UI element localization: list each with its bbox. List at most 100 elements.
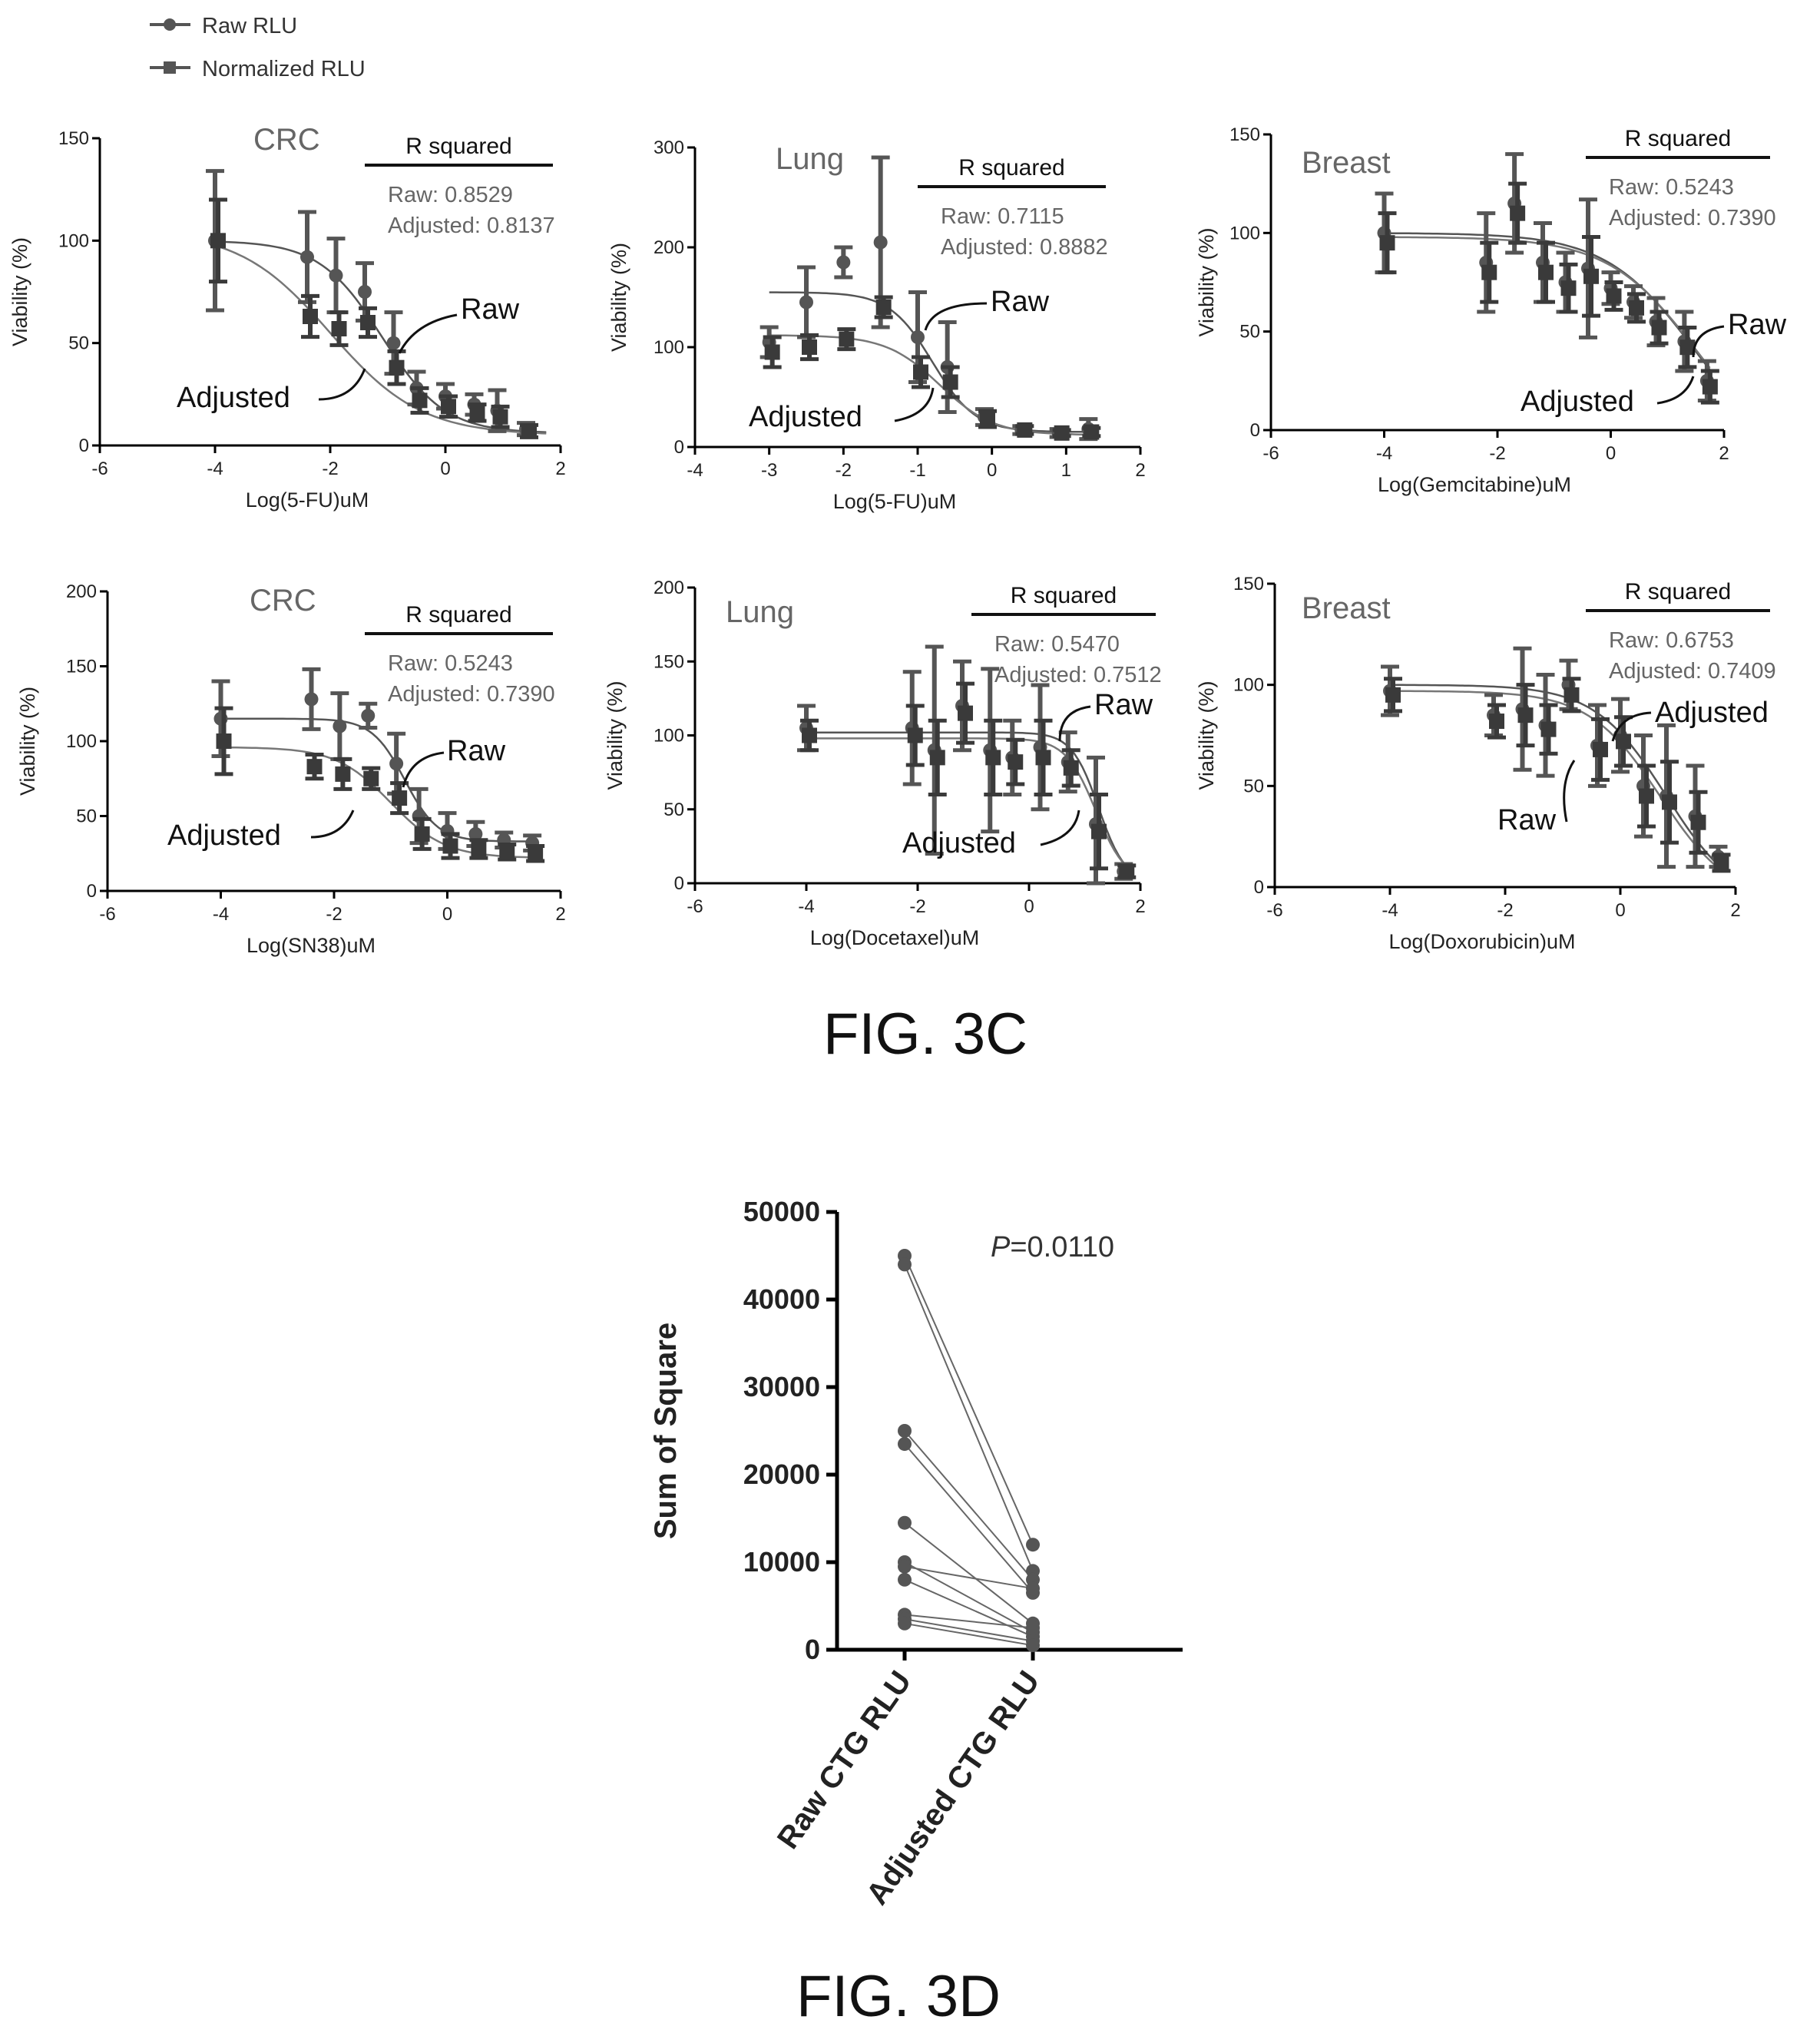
- y-axis-label: Viability (%): [16, 687, 39, 796]
- data-point-normalized: [907, 727, 923, 743]
- r-squared-header: R squared: [1625, 126, 1731, 151]
- data-point-normalized: [1379, 235, 1395, 251]
- data-point-normalized: [1538, 264, 1554, 280]
- y-tick-label: 50000: [743, 1196, 820, 1227]
- data-point-normalized: [1489, 714, 1504, 730]
- x-tick-label: -2: [1497, 900, 1513, 921]
- pair-line: [904, 1443, 1034, 1594]
- chart-panel-crc-5fu: -6 -4 -2 0 2 0 50 100 150 Log(5-FU)uM Viability (%…: [8, 123, 566, 512]
- data-point-raw-ctg: [898, 1424, 912, 1438]
- callout-raw-leader: [398, 313, 458, 354]
- y-tick-label: 200: [66, 581, 97, 602]
- y-tick-label: 100: [1233, 675, 1264, 696]
- chart-panel-lung-docetaxel: -6 -4 -2 0 2 0 50 100 150 200 Log(Docetaxel)uM Viab…: [604, 578, 1162, 949]
- data-point-normalized: [1540, 721, 1557, 737]
- x-tick-label: -6: [99, 904, 115, 925]
- callout-adjusted-leader: [1611, 711, 1652, 742]
- panel-title: CRC: [250, 584, 316, 618]
- data-point-raw-ctg: [898, 1559, 912, 1574]
- data-point-normalized: [335, 766, 351, 782]
- callout-adjusted: Adjusted: [1521, 386, 1634, 418]
- data-point-adjusted-ctg: [1026, 1621, 1040, 1635]
- y-tick-label: 50: [68, 333, 89, 354]
- p-value-annotation: P=0.0110: [991, 1231, 1114, 1263]
- r-squared-header: R squared: [958, 155, 1064, 180]
- y-tick-label: 150: [654, 651, 684, 672]
- chart-panel-crc-sn38: -6 -4 -2 0 2 0 50 100 150 200 Log(SN38)uM Viability…: [16, 581, 566, 957]
- y-axis-label: Viability (%): [8, 237, 31, 346]
- panel-title: Lung: [776, 142, 844, 176]
- x-tick-label: -2: [326, 904, 342, 925]
- data-point-normalized: [392, 790, 408, 806]
- r-squared-adjusted: Adjusted: 0.7390: [1609, 206, 1776, 230]
- pair-line: [904, 1255, 1034, 1545]
- y-axis-label: Viability (%): [607, 243, 630, 352]
- pair-line: [904, 1430, 1034, 1581]
- data-point-normalized: [929, 750, 945, 766]
- data-point-raw: [389, 757, 404, 771]
- x-tick-label: -4: [207, 459, 223, 479]
- data-point-raw: [836, 255, 851, 270]
- legend-item-raw: Raw RLU: [150, 14, 297, 38]
- fit-curve-normalized: [769, 334, 1097, 436]
- pair-line: [904, 1578, 1034, 1637]
- x-tick-label: 1: [1061, 460, 1071, 481]
- r-squared-header: R squared: [405, 602, 511, 627]
- r-squared-header: R squared: [1625, 579, 1731, 604]
- x-tick-label: -2: [909, 896, 925, 917]
- data-point-normalized: [216, 733, 232, 749]
- x-tick-label: -2: [836, 460, 852, 481]
- data-point-normalized: [306, 759, 323, 775]
- x-tick-label: -6: [1262, 443, 1279, 464]
- data-point-raw: [333, 719, 347, 733]
- data-point-normalized: [1063, 760, 1079, 776]
- y-tick-label: 0: [1250, 420, 1260, 441]
- data-point-normalized: [303, 309, 318, 324]
- y-tick-label: 20000: [743, 1459, 820, 1490]
- chart-panel-breast-gemcitabine: -6 -4 -2 0 2 0 50 100 150 Log(Gemcitabine)uM Viabi…: [1195, 124, 1787, 496]
- legend: Raw RLU Normalized RLU: [150, 14, 366, 81]
- r-squared-raw: Raw: 0.7115: [941, 204, 1064, 229]
- x-tick-label: 2: [1719, 443, 1729, 464]
- x-axis-label: Log(SN38)uM: [247, 934, 376, 957]
- data-point-normalized: [1084, 424, 1100, 440]
- data-point-raw-ctg: [898, 1515, 912, 1530]
- callout-adjusted: Adjusted: [1655, 697, 1769, 729]
- x-tick-label: -1: [909, 460, 925, 481]
- x-tick-label: -2: [322, 459, 338, 479]
- x-tick-label: -4: [798, 896, 814, 917]
- data-point-raw: [911, 330, 925, 344]
- x-tick-label: 2: [555, 459, 565, 479]
- panel-title: Lung: [726, 595, 794, 629]
- x-tick-label: 0: [1615, 900, 1625, 921]
- x-tick-label: -2: [1489, 443, 1505, 464]
- data-point-normalized: [1385, 687, 1401, 703]
- data-point-normalized: [1702, 379, 1718, 395]
- callout-raw: Raw: [991, 286, 1050, 318]
- y-tick-label: 100: [654, 726, 684, 747]
- r-squared-adjusted: Adjusted: 0.7512: [994, 663, 1162, 687]
- x-tick-label: 0: [1024, 896, 1034, 917]
- x-tick-label: 2: [1730, 900, 1740, 921]
- data-point-normalized: [469, 405, 485, 421]
- data-point-normalized: [1616, 733, 1631, 750]
- data-point-normalized: [985, 750, 1001, 766]
- data-point-normalized: [1054, 425, 1070, 441]
- x-tick-label: 0: [987, 460, 997, 481]
- data-point-normalized: [958, 705, 973, 721]
- fig-3c-caption: FIG. 3C: [823, 1002, 1027, 1067]
- data-point-normalized: [980, 411, 995, 427]
- y-tick-label: 200: [654, 578, 684, 598]
- r-squared-header: R squared: [405, 134, 511, 159]
- callout-adjusted: Adjusted: [177, 382, 290, 414]
- data-point-raw: [468, 826, 483, 841]
- pair-line: [904, 1264, 1034, 1571]
- pair-line: [904, 1618, 1034, 1642]
- callout-raw: Raw: [1094, 689, 1153, 721]
- data-point-normalized: [1662, 794, 1677, 810]
- panel-title: Breast: [1302, 146, 1391, 180]
- y-tick-label: 0: [805, 1634, 820, 1665]
- data-point-normalized: [802, 727, 817, 743]
- data-point-adjusted-ctg: [1026, 1638, 1040, 1653]
